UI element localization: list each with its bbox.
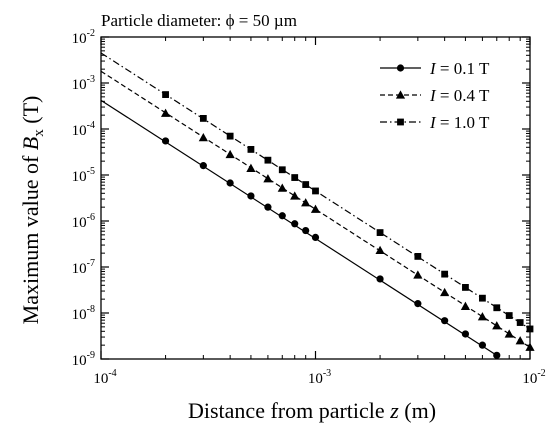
series-3-point (505, 312, 513, 319)
x-tick-label: 10-4 (93, 368, 116, 387)
y-axis-title-subscript: x (31, 129, 47, 137)
legend-label-1: I = 0.1 T (429, 59, 490, 78)
series-1-point (291, 220, 299, 228)
series-1-point (311, 233, 320, 242)
series-3-point (516, 319, 524, 326)
y-tick-label: 10-9 (72, 350, 95, 369)
chart-annotation: Particle diameter: ϕ = 50 µm (101, 11, 297, 30)
series-2-point (477, 312, 488, 321)
series-1-point (478, 341, 487, 349)
series-3-point (199, 114, 207, 122)
series-1-point (441, 317, 449, 325)
series-2-point (515, 336, 525, 345)
x-axis-title: Distance from particle z (m) (188, 398, 436, 423)
series-3-point (278, 166, 286, 174)
series-1-point (226, 179, 234, 187)
series-2-point (413, 270, 423, 279)
y-axis-title-prefix: Maximum value of (18, 150, 43, 324)
series-3-line (100, 52, 531, 330)
y-axis-title-unit: (T) (18, 96, 43, 130)
y-tick-label: 10-8 (72, 304, 95, 323)
series-3-point (264, 156, 272, 164)
legend-label-2: I = 0.4 T (429, 86, 490, 105)
series-1-point (247, 192, 255, 200)
series-3-point (312, 187, 319, 195)
series-1-point (161, 137, 170, 145)
x-tick-label: 10-3 (308, 368, 331, 387)
series-2-point (290, 191, 300, 200)
legend-marker-1 (396, 64, 405, 72)
series-2-point (310, 204, 321, 213)
series-2-point (263, 174, 273, 183)
series-3-point (441, 270, 449, 278)
series-1-point (414, 300, 422, 308)
series-3-point (479, 294, 486, 302)
legend-marker-3 (397, 118, 404, 126)
series-3-point (226, 132, 234, 140)
series-2-point (440, 287, 450, 297)
legend-label-3: I = 1.0 T (429, 113, 490, 132)
y-tick-label: 10-4 (72, 120, 95, 139)
x-axis-title-prefix: Distance from particle (188, 398, 390, 423)
series-2-point (460, 301, 471, 310)
series-2-point (301, 198, 311, 207)
y-tick-label: 10-5 (72, 166, 95, 185)
series-1-point (278, 212, 286, 220)
x-axis-title-variable: z (389, 398, 399, 423)
series-3-point (493, 304, 501, 312)
series-2-point (225, 149, 235, 159)
tick-labels: 10-4 10-3 10-2 10-9 10-8 10-7 10-6 10-5 10-4 10-3… (72, 28, 546, 387)
series-1-point (376, 275, 384, 283)
series-3-point (247, 146, 255, 153)
series-3-point (302, 181, 310, 188)
series-2-line (100, 70, 531, 348)
y-tick-label: 10-6 (72, 212, 95, 231)
y-axis-title-variable: B (18, 137, 43, 150)
y-tick-label: 10-3 (72, 74, 95, 93)
y-tick-label: 10-7 (72, 258, 95, 277)
series-1-point (461, 330, 470, 338)
series-2-point (504, 329, 514, 338)
series-3-point (462, 284, 469, 291)
x-axis-title-unit: (m) (399, 398, 436, 423)
y-axis-title: Maximum value of Bx (T) (18, 96, 47, 325)
legend: I = 0.1 T I = 0.4 T I = 1.0 T (380, 59, 490, 132)
series-3-point (162, 91, 169, 98)
x-tick-label: 10-2 (522, 368, 545, 387)
y-tick-label: 10-2 (72, 28, 95, 47)
series-1-point (302, 226, 310, 235)
series-1-point (199, 162, 207, 170)
series-2-point (492, 321, 502, 330)
series-3-point (291, 174, 299, 181)
series-1-point (264, 203, 272, 211)
legend-marker-2 (395, 90, 406, 99)
series-3-point (376, 229, 384, 236)
series-2-point (277, 183, 287, 192)
series-3-point (414, 252, 422, 260)
series-2-point (246, 163, 256, 172)
series-2-point (198, 133, 208, 142)
axis-ticks (100, 36, 531, 360)
series-2-point (160, 108, 171, 117)
series-2-point (375, 245, 385, 255)
